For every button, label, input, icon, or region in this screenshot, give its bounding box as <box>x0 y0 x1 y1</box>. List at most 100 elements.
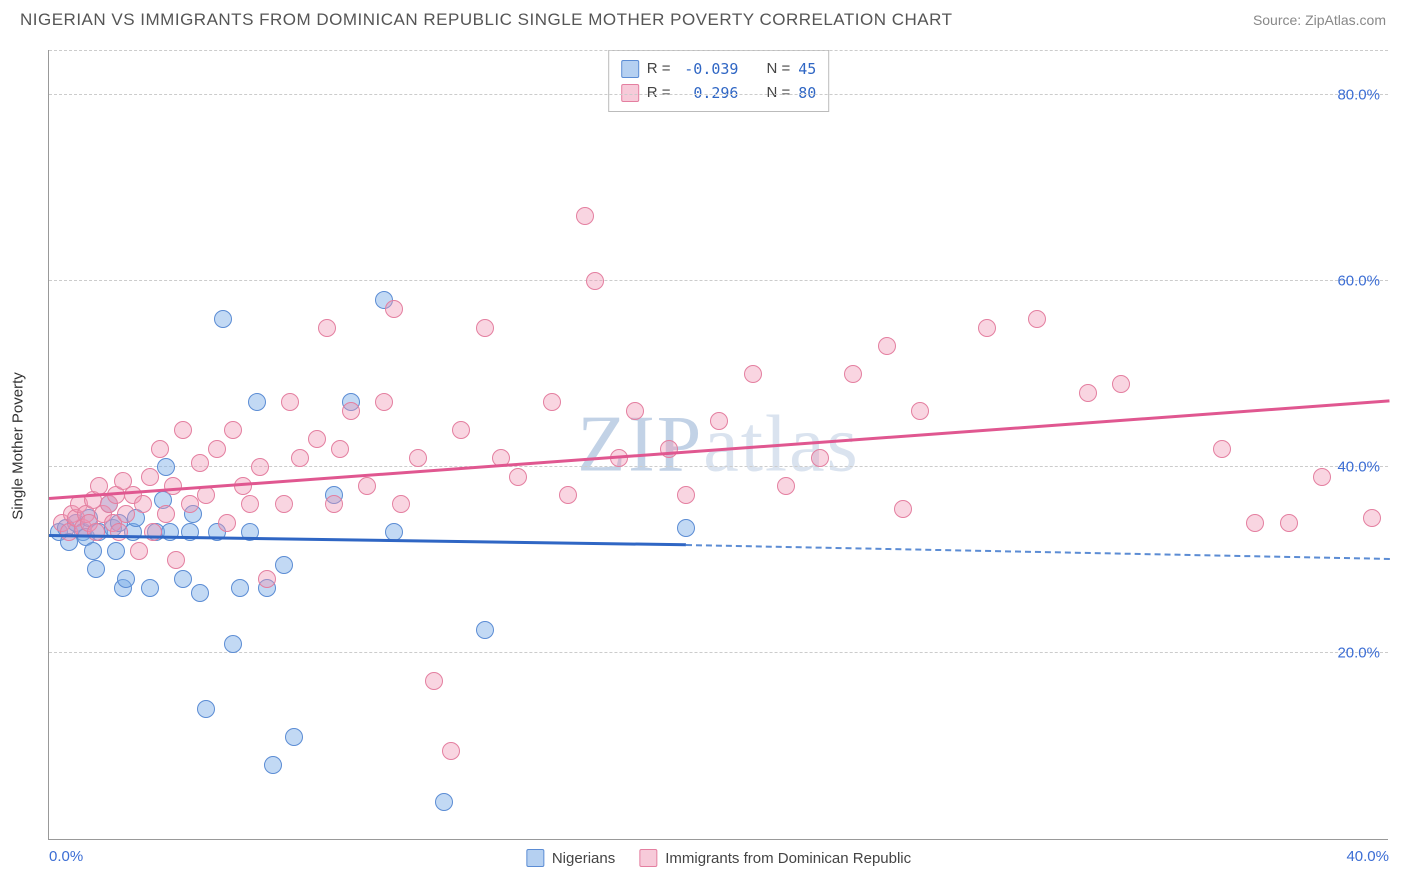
correlation-legend: R = -0.039 N = 45 R = 0.296 N = 80 <box>608 50 830 112</box>
data-point <box>1246 514 1264 532</box>
data-point <box>167 551 185 569</box>
data-point <box>811 449 829 467</box>
legend-label-blue: Nigerians <box>552 850 615 867</box>
data-point <box>181 495 199 513</box>
data-point <box>107 542 125 560</box>
swatch-blue-icon <box>621 60 639 78</box>
data-point <box>285 728 303 746</box>
data-point <box>275 556 293 574</box>
data-point <box>130 542 148 560</box>
data-point <box>174 421 192 439</box>
data-point <box>1028 310 1046 328</box>
y-tick-label: 40.0% <box>1337 459 1380 476</box>
swatch-pink-icon <box>621 84 639 102</box>
data-point <box>234 477 252 495</box>
data-point <box>174 570 192 588</box>
data-point <box>710 412 728 430</box>
data-point <box>543 393 561 411</box>
data-point <box>231 579 249 597</box>
data-point <box>744 365 762 383</box>
n-value-blue: 45 <box>798 57 816 81</box>
data-point <box>241 495 259 513</box>
data-point <box>342 402 360 420</box>
data-point <box>626 402 644 420</box>
data-point <box>435 793 453 811</box>
data-point <box>117 505 135 523</box>
data-point <box>248 393 266 411</box>
trend-line <box>685 544 1389 560</box>
data-point <box>476 319 494 337</box>
data-point <box>392 495 410 513</box>
data-point <box>375 393 393 411</box>
data-point <box>358 477 376 495</box>
chart-title: NIGERIAN VS IMMIGRANTS FROM DOMINICAN RE… <box>20 10 952 30</box>
data-point <box>452 421 470 439</box>
y-tick-label: 60.0% <box>1337 273 1380 290</box>
gridline <box>49 466 1388 467</box>
swatch-blue-icon <box>526 849 544 867</box>
data-point <box>218 514 236 532</box>
y-tick-label: 80.0% <box>1337 87 1380 104</box>
data-point <box>87 523 105 541</box>
data-point <box>1112 375 1130 393</box>
data-point <box>1280 514 1298 532</box>
data-point <box>151 440 169 458</box>
data-point <box>409 449 427 467</box>
data-point <box>291 449 309 467</box>
y-tick-label: 20.0% <box>1337 645 1380 662</box>
data-point <box>110 523 128 541</box>
data-point <box>385 300 403 318</box>
data-point <box>214 310 232 328</box>
data-point <box>1213 440 1231 458</box>
data-point <box>911 402 929 420</box>
scatter-chart: ZIPatlas R = -0.039 N = 45 R = 0.296 N =… <box>48 50 1388 840</box>
series-legend: Nigerians Immigrants from Dominican Repu… <box>526 849 911 867</box>
data-point <box>191 454 209 472</box>
data-point <box>777 477 795 495</box>
swatch-pink-icon <box>639 849 657 867</box>
data-point <box>1079 384 1097 402</box>
data-point <box>224 421 242 439</box>
data-point <box>586 272 604 290</box>
data-point <box>281 393 299 411</box>
data-point <box>275 495 293 513</box>
data-point <box>264 756 282 774</box>
legend-item-pink: Immigrants from Dominican Republic <box>639 849 911 867</box>
data-point <box>677 486 695 504</box>
data-point <box>442 742 460 760</box>
data-point <box>318 319 336 337</box>
data-point <box>677 519 695 537</box>
data-point <box>1363 509 1381 527</box>
data-point <box>161 523 179 541</box>
data-point <box>208 440 226 458</box>
data-point <box>559 486 577 504</box>
data-point <box>251 458 269 476</box>
data-point <box>509 468 527 486</box>
r-label-2: R = <box>647 81 671 105</box>
legend-label-pink: Immigrants from Dominican Republic <box>665 850 911 867</box>
data-point <box>164 477 182 495</box>
data-point <box>224 635 242 653</box>
gridline <box>49 280 1388 281</box>
data-point <box>141 468 159 486</box>
x-tick-label: 0.0% <box>49 848 83 865</box>
gridline <box>49 652 1388 653</box>
data-point <box>87 560 105 578</box>
data-point <box>331 440 349 458</box>
data-point <box>197 700 215 718</box>
gridline <box>49 50 1388 51</box>
legend-row-pink: R = 0.296 N = 80 <box>621 81 817 105</box>
data-point <box>476 621 494 639</box>
data-point <box>157 505 175 523</box>
data-point <box>258 570 276 588</box>
y-axis-title: Single Mother Poverty <box>10 372 27 520</box>
data-point <box>978 319 996 337</box>
data-point <box>325 495 343 513</box>
data-point <box>191 584 209 602</box>
data-point <box>878 337 896 355</box>
n-label-2: N = <box>766 81 790 105</box>
data-point <box>308 430 326 448</box>
r-value-blue: -0.039 <box>678 57 738 81</box>
source-label: Source: ZipAtlas.com <box>1253 12 1386 28</box>
legend-row-blue: R = -0.039 N = 45 <box>621 57 817 81</box>
